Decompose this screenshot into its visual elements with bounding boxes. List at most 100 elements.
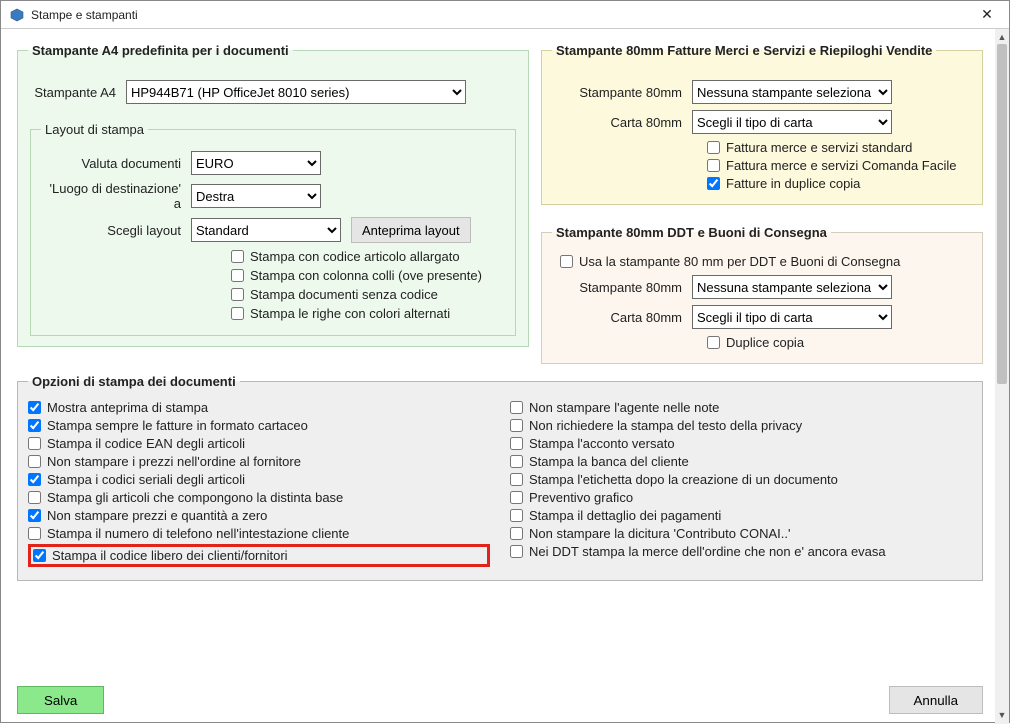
option-label: Preventivo grafico <box>529 490 633 505</box>
scrollbar-vertical[interactable]: ▲ ▼ <box>995 29 1009 724</box>
group-options: Opzioni di stampa dei documenti Mostra a… <box>17 374 983 581</box>
option-checkbox[interactable] <box>510 473 523 486</box>
option-label: Stampa i codici seriali degli articoli <box>47 472 245 487</box>
layout-label: Scegli layout <box>41 223 191 238</box>
option-label: Stampa la banca del cliente <box>529 454 689 469</box>
check-altrows[interactable] <box>231 307 244 320</box>
option-checkbox[interactable] <box>510 419 523 432</box>
option-checkbox[interactable] <box>510 509 523 522</box>
currency-select[interactable]: EURO <box>191 151 321 175</box>
option-row: Stampa la banca del cliente <box>510 454 972 469</box>
option-row: Non stampare prezzi e quantità a zero <box>28 508 490 523</box>
layout-select[interactable]: Standard <box>191 218 341 242</box>
option-label: Stampa il dettaglio dei pagamenti <box>529 508 721 523</box>
option-row: Stampa l'etichetta dopo la creazione di … <box>510 472 972 487</box>
option-checkbox[interactable] <box>33 549 46 562</box>
save-button[interactable]: Salva <box>17 686 104 714</box>
option-label: Non stampare i prezzi nell'ordine al for… <box>47 454 301 469</box>
check-nocode[interactable] <box>231 288 244 301</box>
option-row: Stampa gli articoli che compongono la di… <box>28 490 490 505</box>
option-label: Stampa il codice EAN degli articoli <box>47 436 245 451</box>
option-row: Stampa il dettaglio dei pagamenti <box>510 508 972 523</box>
option-row: Non stampare i prezzi nell'ordine al for… <box>28 454 490 469</box>
titlebar: Stampe e stampanti ✕ <box>1 1 1009 29</box>
a4-printer-label: Stampante A4 <box>28 85 126 100</box>
close-button[interactable]: ✕ <box>973 5 1001 25</box>
option-label: Stampa l'etichetta dopo la creazione di … <box>529 472 838 487</box>
check-altrows-label: Stampa le righe con colori alternati <box>250 306 450 321</box>
option-checkbox[interactable] <box>28 473 41 486</box>
app-icon <box>9 7 25 23</box>
option-row: Stampa i codici seriali degli articoli <box>28 472 490 487</box>
check-inv-comanda[interactable] <box>707 159 720 172</box>
option-row: Mostra anteprima di stampa <box>28 400 490 415</box>
group-layout-legend: Layout di stampa <box>41 122 148 137</box>
check-nocode-label: Stampa documenti senza codice <box>250 287 438 302</box>
inv80-paper-label: Carta 80mm <box>552 115 692 130</box>
check-wide-code-label: Stampa con codice articolo allargato <box>250 249 460 264</box>
group-80mm-ddt-legend: Stampante 80mm DDT e Buoni di Consegna <box>552 225 831 240</box>
check-colli-label: Stampa con colonna colli (ove presente) <box>250 268 482 283</box>
scroll-thumb[interactable] <box>997 44 1007 384</box>
option-row: Non stampare l'agente nelle note <box>510 400 972 415</box>
check-inv-standard[interactable] <box>707 141 720 154</box>
check-colli[interactable] <box>231 269 244 282</box>
option-row: Stampa il numero di telefono nell'intest… <box>28 526 490 541</box>
option-checkbox[interactable] <box>28 455 41 468</box>
dest-select[interactable]: Destra <box>191 184 321 208</box>
inv80-printer-label: Stampante 80mm <box>552 85 692 100</box>
scroll-down-icon[interactable]: ▼ <box>998 711 1007 720</box>
option-checkbox[interactable] <box>28 401 41 414</box>
inv80-paper-select[interactable]: Scegli il tipo di carta <box>692 110 892 134</box>
ddt80-printer-select[interactable]: Nessuna stampante seleziona <box>692 275 892 299</box>
check-inv-standard-label: Fattura merce e servizi standard <box>726 140 912 155</box>
ddt80-printer-label: Stampante 80mm <box>552 280 692 295</box>
group-options-legend: Opzioni di stampa dei documenti <box>28 374 240 389</box>
option-row: Non richiedere la stampa del testo della… <box>510 418 972 433</box>
check-ddt-dup[interactable] <box>707 336 720 349</box>
option-row: Stampa il codice EAN degli articoli <box>28 436 490 451</box>
scroll-up-icon[interactable]: ▲ <box>998 33 1007 42</box>
option-checkbox[interactable] <box>510 401 523 414</box>
option-checkbox[interactable] <box>510 527 523 540</box>
option-label: Nei DDT stampa la merce dell'ordine che … <box>529 544 886 559</box>
scroll-track[interactable] <box>995 42 1009 711</box>
check-inv-dup-label: Fatture in duplice copia <box>726 176 860 191</box>
check-use80-ddt-label: Usa la stampante 80 mm per DDT e Buoni d… <box>579 254 900 269</box>
option-label: Non richiedere la stampa del testo della… <box>529 418 802 433</box>
option-label: Stampa gli articoli che compongono la di… <box>47 490 343 505</box>
option-label: Stampa sempre le fatture in formato cart… <box>47 418 308 433</box>
preview-layout-button[interactable]: Anteprima layout <box>351 217 471 243</box>
option-checkbox[interactable] <box>28 437 41 450</box>
option-checkbox[interactable] <box>510 545 523 558</box>
option-checkbox[interactable] <box>510 491 523 504</box>
group-80mm-invoice: Stampante 80mm Fatture Merci e Servizi e… <box>541 43 983 205</box>
check-use80-ddt[interactable] <box>560 255 573 268</box>
option-row: Stampa sempre le fatture in formato cart… <box>28 418 490 433</box>
option-label: Stampa il numero di telefono nell'intest… <box>47 526 349 541</box>
option-checkbox[interactable] <box>28 491 41 504</box>
check-wide-code[interactable] <box>231 250 244 263</box>
option-checkbox[interactable] <box>28 527 41 540</box>
option-checkbox[interactable] <box>28 509 41 522</box>
option-label: Stampa il codice libero dei clienti/forn… <box>52 548 288 563</box>
group-80mm-invoice-legend: Stampante 80mm Fatture Merci e Servizi e… <box>552 43 936 58</box>
group-80mm-ddt: Stampante 80mm DDT e Buoni di Consegna U… <box>541 225 983 364</box>
option-checkbox[interactable] <box>510 437 523 450</box>
option-checkbox[interactable] <box>510 455 523 468</box>
option-checkbox[interactable] <box>28 419 41 432</box>
group-a4-legend: Stampante A4 predefinita per i documenti <box>28 43 293 58</box>
group-a4: Stampante A4 predefinita per i documenti… <box>17 43 529 347</box>
option-row: Non stampare la dicitura 'Contributo CON… <box>510 526 972 541</box>
cancel-button[interactable]: Annulla <box>889 686 983 714</box>
a4-printer-select[interactable]: HP944B71 (HP OfficeJet 8010 series) <box>126 80 466 104</box>
check-inv-dup[interactable] <box>707 177 720 190</box>
option-row: Preventivo grafico <box>510 490 972 505</box>
option-label: Stampa l'acconto versato <box>529 436 675 451</box>
window-title: Stampe e stampanti <box>31 8 973 22</box>
ddt80-paper-select[interactable]: Scegli il tipo di carta <box>692 305 892 329</box>
option-label: Non stampare la dicitura 'Contributo CON… <box>529 526 790 541</box>
check-inv-comanda-label: Fattura merce e servizi Comanda Facile <box>726 158 956 173</box>
inv80-printer-select[interactable]: Nessuna stampante seleziona <box>692 80 892 104</box>
option-label: Mostra anteprima di stampa <box>47 400 208 415</box>
